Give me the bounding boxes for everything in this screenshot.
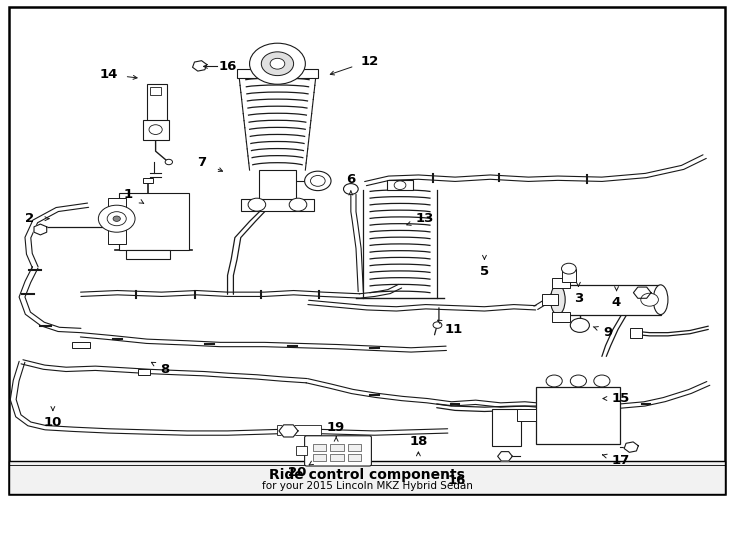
Bar bbox=[562, 268, 576, 282]
Bar bbox=[552, 278, 570, 287]
Text: 11: 11 bbox=[445, 323, 462, 336]
Bar bbox=[296, 446, 307, 455]
Text: 15: 15 bbox=[611, 392, 629, 405]
Text: Ride control components: Ride control components bbox=[269, 468, 465, 482]
Polygon shape bbox=[34, 224, 47, 235]
Text: 16: 16 bbox=[218, 60, 237, 73]
Bar bbox=[143, 178, 153, 184]
Circle shape bbox=[344, 184, 358, 194]
Text: 16: 16 bbox=[447, 474, 466, 487]
Text: 12: 12 bbox=[360, 55, 378, 68]
Ellipse shape bbox=[653, 285, 668, 314]
Bar bbox=[138, 369, 150, 375]
Circle shape bbox=[149, 125, 162, 134]
Polygon shape bbox=[624, 442, 639, 453]
Text: 9: 9 bbox=[603, 326, 612, 339]
Polygon shape bbox=[633, 287, 651, 298]
Bar bbox=[237, 69, 318, 78]
Bar bbox=[150, 87, 161, 94]
Circle shape bbox=[261, 52, 294, 76]
Circle shape bbox=[562, 263, 576, 274]
Circle shape bbox=[433, 322, 442, 328]
Bar bbox=[558, 285, 661, 314]
Bar bbox=[143, 120, 169, 140]
Circle shape bbox=[248, 198, 266, 211]
Text: 19: 19 bbox=[327, 421, 345, 434]
Text: 1: 1 bbox=[124, 188, 133, 201]
Circle shape bbox=[107, 212, 126, 226]
Bar bbox=[241, 199, 314, 211]
Text: 18: 18 bbox=[409, 435, 428, 448]
Text: 17: 17 bbox=[611, 454, 629, 467]
Polygon shape bbox=[498, 451, 512, 461]
Bar bbox=[348, 444, 361, 451]
Bar bbox=[259, 170, 296, 201]
Text: 13: 13 bbox=[415, 212, 434, 225]
Bar bbox=[147, 84, 167, 122]
Ellipse shape bbox=[550, 285, 565, 314]
Text: 6: 6 bbox=[346, 173, 355, 186]
Circle shape bbox=[570, 319, 589, 333]
Bar bbox=[387, 180, 413, 190]
Bar bbox=[72, 342, 90, 348]
Bar bbox=[330, 444, 344, 451]
Bar bbox=[126, 249, 170, 260]
Text: 8: 8 bbox=[161, 363, 170, 376]
Text: 2: 2 bbox=[25, 212, 34, 225]
Circle shape bbox=[310, 176, 325, 186]
Bar bbox=[630, 328, 642, 338]
Text: 14: 14 bbox=[99, 68, 118, 81]
Text: 7: 7 bbox=[197, 156, 206, 168]
Text: 5: 5 bbox=[480, 265, 489, 278]
Bar bbox=[313, 444, 326, 451]
Bar bbox=[313, 454, 326, 461]
Bar bbox=[277, 425, 321, 435]
Bar bbox=[9, 461, 725, 494]
Polygon shape bbox=[192, 60, 207, 71]
Bar bbox=[542, 294, 558, 305]
Text: 20: 20 bbox=[288, 466, 307, 479]
Circle shape bbox=[270, 58, 285, 69]
Circle shape bbox=[394, 181, 406, 190]
Circle shape bbox=[250, 43, 305, 84]
Bar bbox=[536, 388, 620, 444]
Text: 10: 10 bbox=[43, 416, 62, 429]
Circle shape bbox=[641, 293, 658, 306]
Bar bbox=[552, 312, 570, 322]
Bar bbox=[330, 454, 344, 461]
Circle shape bbox=[165, 159, 172, 165]
Bar bbox=[348, 454, 361, 461]
Circle shape bbox=[546, 375, 562, 387]
Circle shape bbox=[305, 171, 331, 191]
Circle shape bbox=[594, 375, 610, 387]
Circle shape bbox=[289, 198, 307, 211]
Bar bbox=[492, 409, 521, 446]
Text: 3: 3 bbox=[574, 292, 583, 305]
FancyBboxPatch shape bbox=[305, 436, 371, 466]
Circle shape bbox=[98, 205, 135, 232]
Bar bbox=[108, 199, 126, 244]
Polygon shape bbox=[279, 425, 298, 437]
Bar bbox=[517, 409, 536, 421]
Circle shape bbox=[570, 375, 586, 387]
Text: 4: 4 bbox=[612, 296, 621, 309]
Circle shape bbox=[113, 216, 120, 221]
Bar bbox=[119, 193, 189, 249]
Text: for your 2015 Lincoln MKZ Hybrid Sedan: for your 2015 Lincoln MKZ Hybrid Sedan bbox=[261, 481, 473, 491]
